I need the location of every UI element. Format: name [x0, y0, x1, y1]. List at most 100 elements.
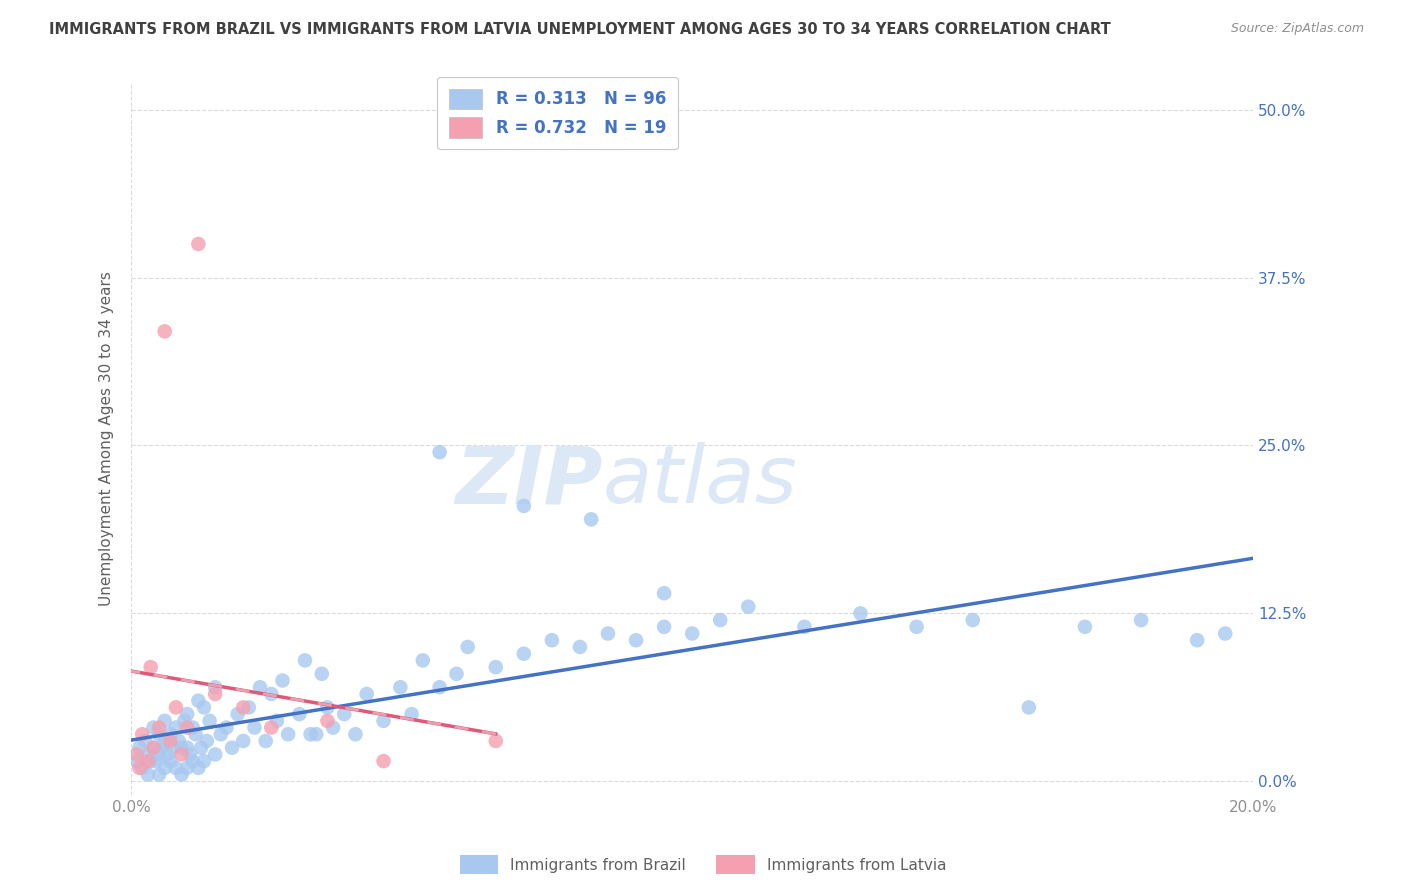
Point [198, 714, 221, 728]
Point [322, 721, 344, 735]
Point [136, 754, 159, 768]
Point [153, 714, 176, 728]
Point [193, 700, 215, 714]
Text: Source: ZipAtlas.com: Source: ZipAtlas.com [1230, 22, 1364, 36]
Point [266, 714, 288, 728]
Point [167, 734, 190, 748]
Legend: R = 0.313   N = 96, R = 0.732   N = 19: R = 0.313 N = 96, R = 0.732 N = 19 [437, 77, 678, 149]
Point [1018, 700, 1040, 714]
Point [373, 714, 395, 728]
Point [457, 640, 479, 654]
Point [170, 767, 193, 781]
Point [485, 660, 508, 674]
Point [193, 754, 215, 768]
Point [412, 653, 434, 667]
Point [905, 620, 928, 634]
Point [681, 626, 703, 640]
Point [294, 653, 316, 667]
Point [541, 633, 564, 648]
Point [204, 687, 226, 701]
Point [159, 727, 181, 741]
Point [128, 740, 150, 755]
Y-axis label: Unemployment Among Ages 30 to 34 years: Unemployment Among Ages 30 to 34 years [100, 271, 114, 607]
Point [849, 607, 872, 621]
Point [176, 721, 198, 735]
Point [176, 707, 198, 722]
Point [299, 727, 322, 741]
Point [288, 707, 311, 722]
Point [596, 626, 619, 640]
Point [148, 721, 170, 735]
Point [652, 620, 675, 634]
Point [150, 740, 173, 755]
Point [156, 747, 179, 762]
Point [165, 700, 187, 714]
Text: IMMIGRANTS FROM BRAZIL VS IMMIGRANTS FROM LATVIA UNEMPLOYMENT AMONG AGES 30 TO 3: IMMIGRANTS FROM BRAZIL VS IMMIGRANTS FRO… [49, 22, 1111, 37]
Point [232, 700, 254, 714]
Point [513, 647, 536, 661]
Point [184, 727, 207, 741]
Point [624, 633, 647, 648]
Point [170, 740, 193, 755]
Point [142, 721, 165, 735]
Point [162, 740, 184, 755]
Point [962, 613, 984, 627]
Point [271, 673, 294, 688]
Point [344, 727, 367, 741]
Point [1185, 633, 1208, 648]
Point [187, 761, 209, 775]
Point [181, 721, 204, 735]
Point [1130, 613, 1153, 627]
Point [1213, 626, 1236, 640]
Text: atlas: atlas [602, 442, 797, 521]
Point [125, 747, 148, 762]
Point [1074, 620, 1097, 634]
Text: ZIP: ZIP [456, 442, 602, 521]
Point [260, 687, 283, 701]
Point [139, 660, 162, 674]
Point [176, 761, 198, 775]
Point [131, 727, 153, 741]
Point [209, 727, 232, 741]
Point [159, 754, 181, 768]
Point [243, 721, 266, 735]
Point [737, 599, 759, 614]
Point [333, 707, 356, 722]
Point [221, 740, 243, 755]
Point [316, 714, 339, 728]
Point [429, 680, 451, 694]
Point [401, 707, 423, 722]
Point [204, 680, 226, 694]
Point [128, 761, 150, 775]
Point [793, 620, 815, 634]
Point [145, 754, 167, 768]
Point [389, 680, 412, 694]
Point [429, 445, 451, 459]
Point [356, 687, 378, 701]
Point [153, 761, 176, 775]
Point [226, 707, 249, 722]
Point [277, 727, 299, 741]
Point [579, 512, 602, 526]
Point [165, 721, 187, 735]
Point [153, 324, 176, 338]
Legend: Immigrants from Brazil, Immigrants from Latvia: Immigrants from Brazil, Immigrants from … [454, 849, 952, 880]
Point [373, 754, 395, 768]
Point [316, 700, 339, 714]
Point [148, 727, 170, 741]
Point [136, 767, 159, 781]
Point [181, 754, 204, 768]
Point [187, 237, 209, 252]
Point [148, 767, 170, 781]
Point [187, 694, 209, 708]
Point [176, 740, 198, 755]
Point [485, 734, 508, 748]
Point [153, 734, 176, 748]
Point [305, 727, 328, 741]
Point [652, 586, 675, 600]
Point [215, 721, 238, 735]
Point [125, 754, 148, 768]
Point [446, 666, 468, 681]
Point [238, 700, 260, 714]
Point [190, 740, 212, 755]
